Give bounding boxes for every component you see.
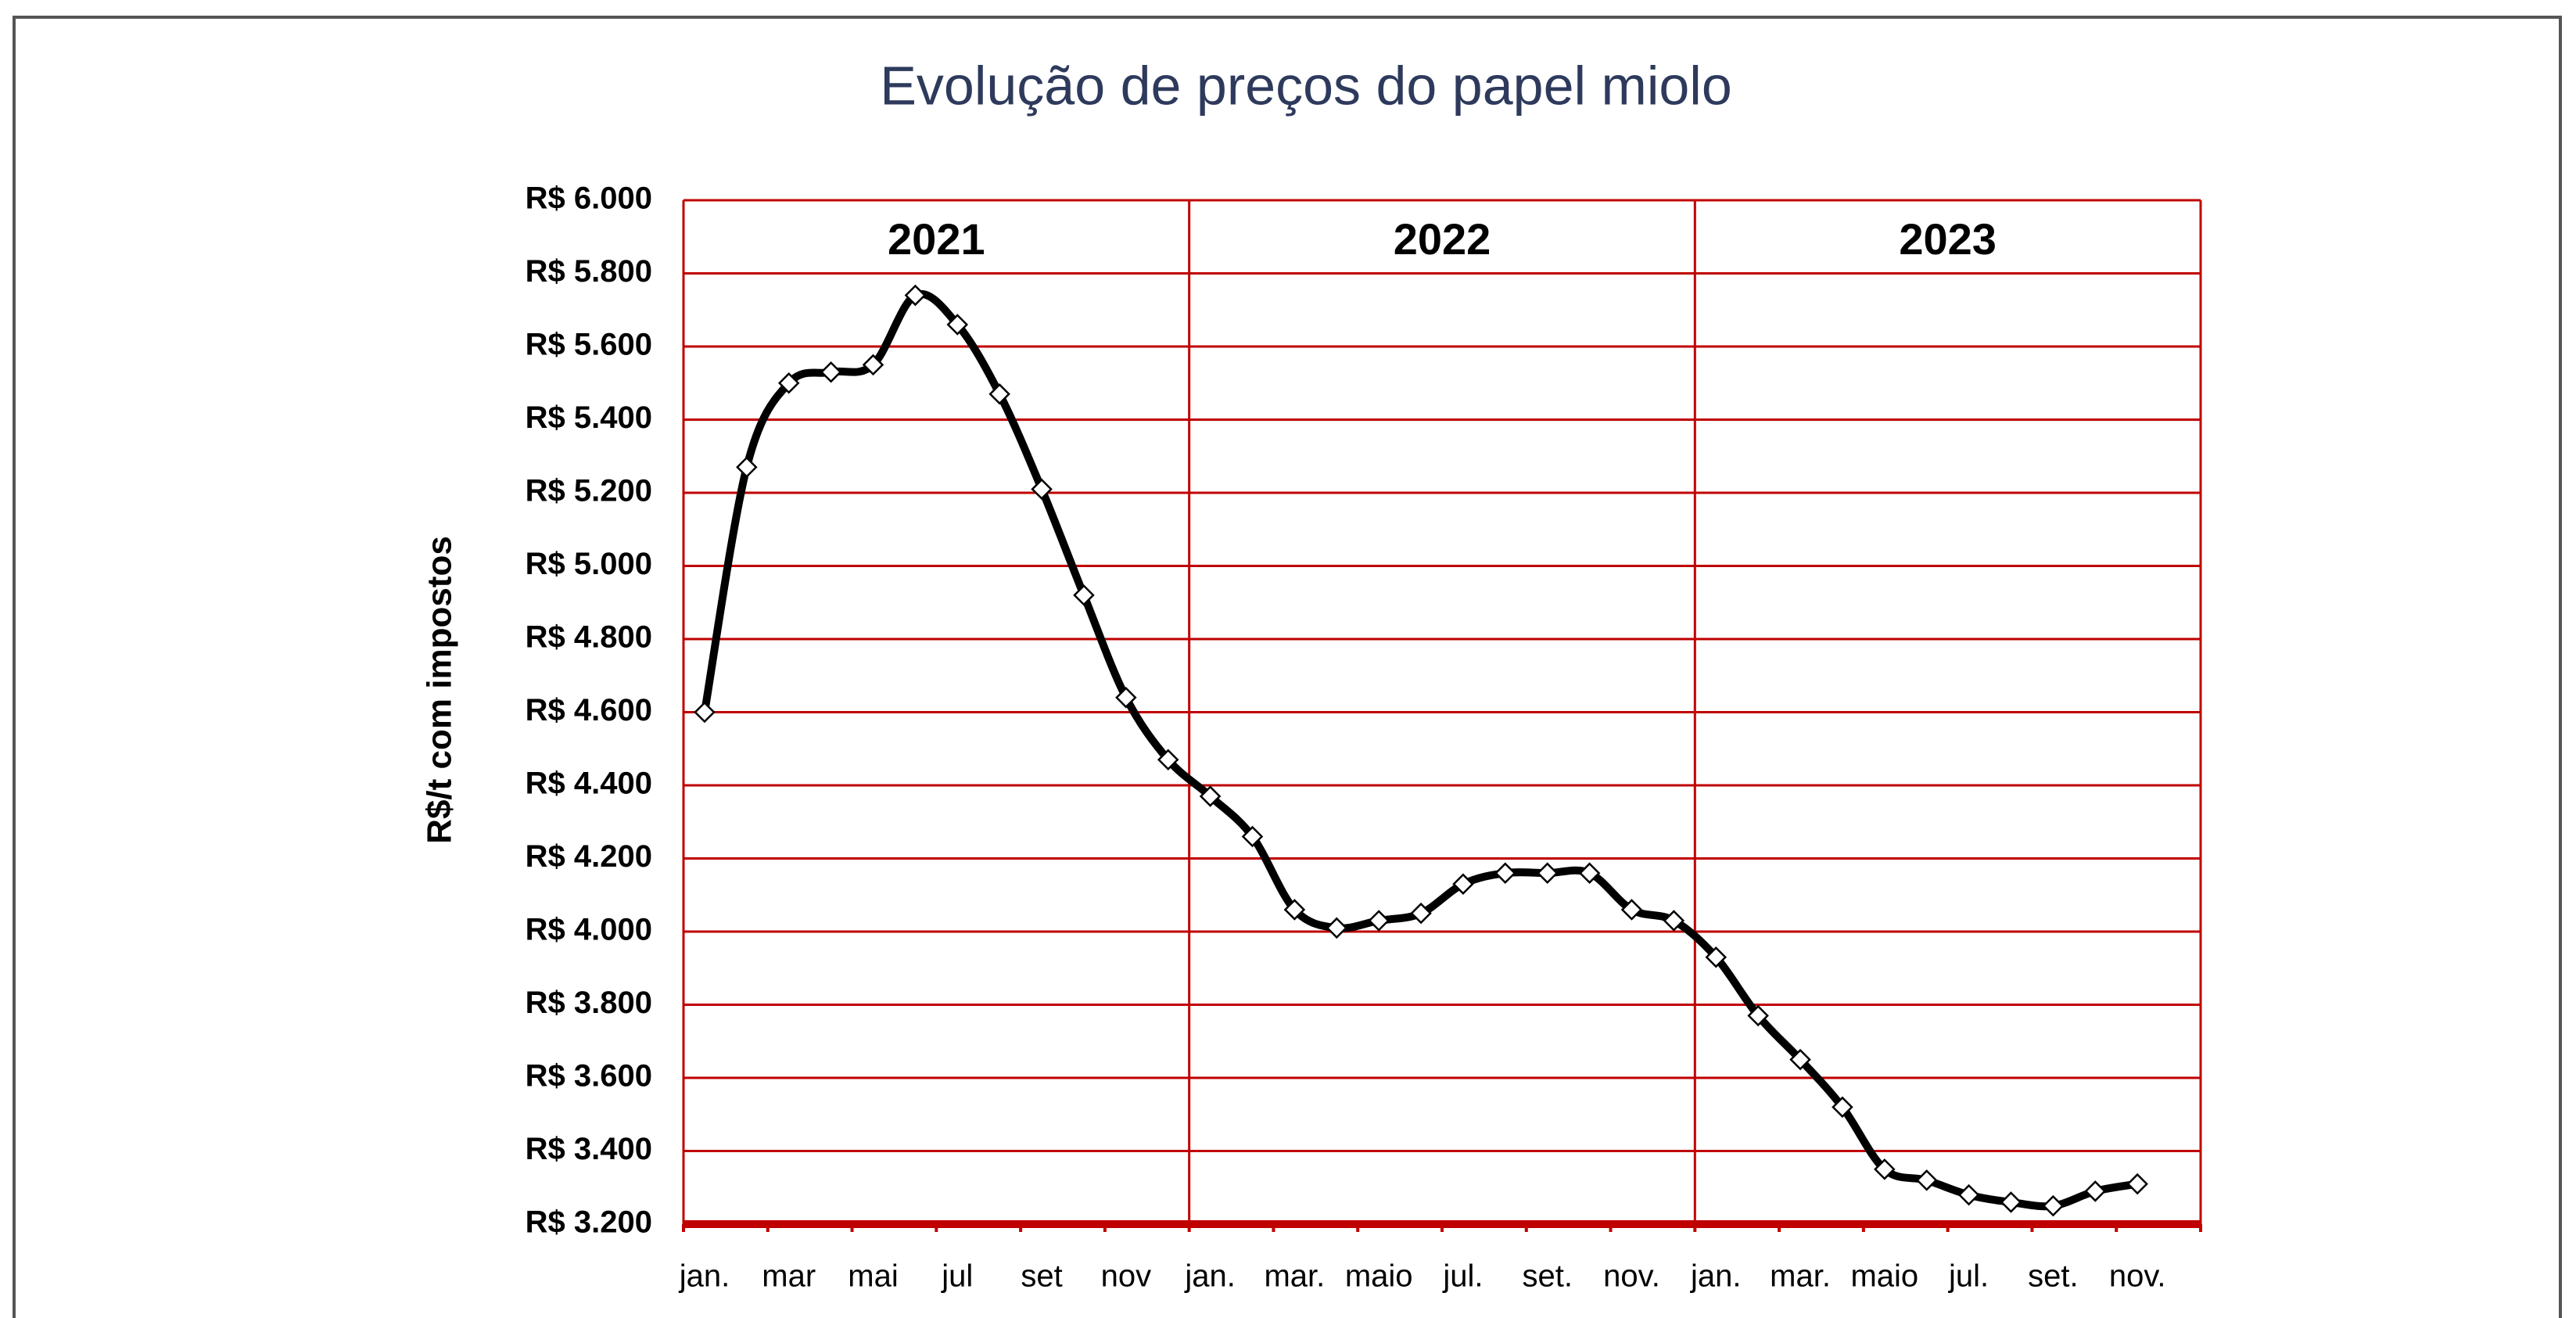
x-tick-label: set. (1522, 1259, 1572, 1294)
x-tick-label: jul (941, 1259, 973, 1294)
marker (1031, 478, 1053, 501)
marker (2126, 1173, 2148, 1195)
marker (820, 361, 842, 383)
marker (988, 383, 1010, 405)
marker (777, 372, 800, 394)
x-tick-label: set (1021, 1259, 1062, 1294)
marker (946, 314, 969, 336)
y-tick-label: R$ 4.400 (526, 767, 652, 801)
marker (1536, 862, 1559, 884)
y-axis-label: R$/t com impostos (421, 536, 459, 844)
y-tick-label: R$ 5.400 (526, 400, 652, 435)
marker (1241, 825, 1264, 848)
year-label: 2021 (888, 214, 985, 264)
marker (904, 284, 927, 307)
x-tick-label: set. (2028, 1259, 2078, 1294)
x-tick-label: jan. (679, 1259, 730, 1294)
x-tick-label: nov. (1603, 1259, 1660, 1294)
marker (1663, 910, 1685, 932)
line (701, 289, 2139, 1211)
x-tick-label: mai (848, 1259, 898, 1294)
marker (1073, 584, 1095, 606)
x-tick-label: maio (1850, 1259, 1918, 1294)
marker (1620, 899, 1643, 921)
y-tick-label: R$ 4.200 (526, 839, 652, 874)
y-tick-label: R$ 3.200 (526, 1205, 652, 1240)
marker (1957, 1183, 1980, 1206)
marker (736, 456, 758, 479)
y-tick-label: R$ 6.000 (526, 181, 652, 216)
marker (1157, 749, 1179, 771)
x-tick-label: jul. (1948, 1259, 1989, 1294)
frame (13, 16, 2562, 1318)
x-tick-label: jul. (1442, 1259, 1483, 1294)
y-tick-label: R$ 5.800 (526, 254, 652, 289)
x-tick-label: mar (762, 1259, 816, 1294)
chart-title: Evolução de preços do papel miolo (880, 55, 1732, 116)
year-label: 2023 (1899, 214, 1997, 264)
y-tick-label: R$ 4.800 (526, 620, 652, 655)
marker (2084, 1180, 2107, 1202)
x-tick-label: jan. (1690, 1259, 1742, 1294)
x-tick-label: mar. (1264, 1259, 1325, 1294)
y-tick-label: R$ 3.400 (526, 1132, 652, 1166)
y-tick-label: R$ 5.600 (526, 328, 652, 362)
marker (1410, 902, 1432, 925)
marker (1789, 1048, 1811, 1071)
marker (1115, 687, 1137, 709)
marker (1747, 1004, 1769, 1027)
marker (1705, 946, 1727, 968)
y-tick-label: R$ 4.000 (526, 913, 652, 947)
marker (2000, 1191, 2022, 1213)
marker (1326, 917, 1348, 939)
marker (1283, 899, 1306, 921)
y-tick-label: R$ 4.600 (526, 693, 652, 727)
marker (1832, 1096, 1853, 1119)
marker (1368, 910, 1390, 932)
marker (2042, 1194, 2065, 1217)
marker (862, 354, 884, 376)
marker (1915, 1169, 1938, 1191)
marker (1494, 862, 1516, 884)
marker (1578, 862, 1601, 884)
x-tick-label: nov. (2109, 1259, 2166, 1294)
marker (1874, 1158, 1896, 1180)
year-label: 2022 (1394, 214, 1491, 264)
x-tick-label: mar. (1770, 1259, 1831, 1294)
y-tick-label: R$ 5.200 (526, 474, 652, 508)
marker (1452, 873, 1474, 895)
x-tick-label: jan. (1184, 1259, 1236, 1294)
x-tick-label: nov (1101, 1259, 1152, 1294)
y-tick-label: R$ 3.800 (526, 986, 652, 1020)
y-tick-label: R$ 3.600 (526, 1059, 652, 1094)
marker (694, 701, 716, 724)
y-tick-label: R$ 5.000 (526, 547, 652, 581)
marker (1199, 785, 1222, 807)
x-tick-label: maio (1345, 1259, 1413, 1294)
